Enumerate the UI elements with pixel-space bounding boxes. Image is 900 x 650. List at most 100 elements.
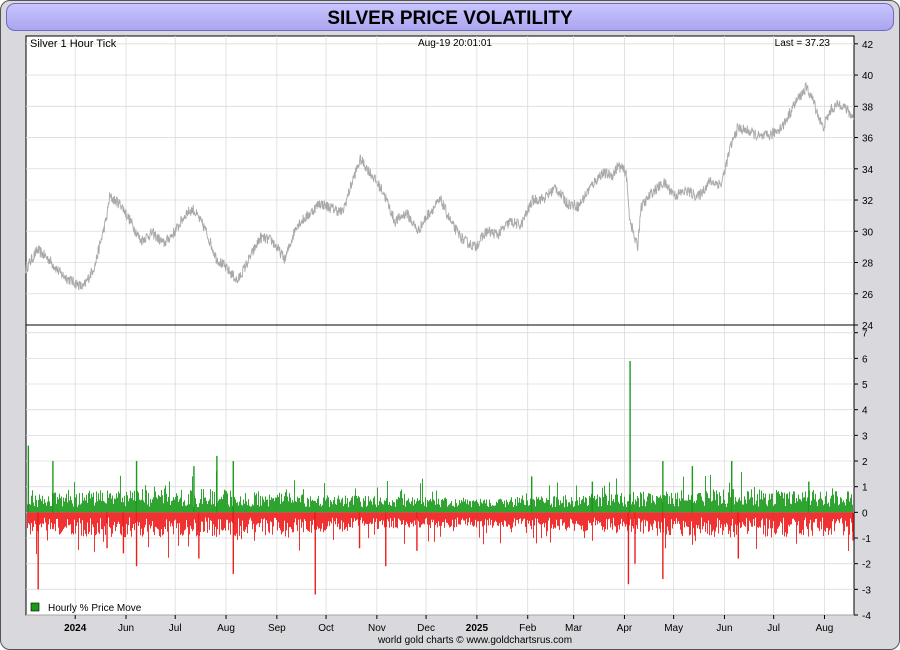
positive-move-bar <box>638 498 639 513</box>
positive-move-bar <box>141 499 142 513</box>
positive-move-bar <box>125 506 126 513</box>
positive-move-bar <box>43 503 44 513</box>
negative-move-bar <box>585 512 586 532</box>
negative-move-bar <box>527 512 528 520</box>
negative-move-bar <box>232 512 233 523</box>
negative-move-bar <box>687 512 688 527</box>
positive-move-bar <box>402 498 403 513</box>
positive-move-bar <box>79 493 80 513</box>
negative-move-bar <box>272 512 273 535</box>
negative-move-bar <box>340 512 341 529</box>
negative-move-bar <box>292 512 293 533</box>
positive-move-bar <box>453 505 454 513</box>
positive-move-bar <box>732 489 733 513</box>
negative-move-bar <box>77 512 78 523</box>
negative-move-bar <box>694 512 695 536</box>
positive-move-bar <box>315 501 316 513</box>
positive-move-bar <box>599 496 600 513</box>
negative-spike-bar <box>627 512 630 585</box>
positive-move-bar <box>617 494 618 513</box>
negative-move-bar <box>381 512 382 520</box>
volatility-tick-label: 2 <box>862 457 868 468</box>
positive-move-bar <box>287 496 288 513</box>
positive-move-bar <box>235 499 236 513</box>
negative-move-bar <box>131 512 132 537</box>
positive-move-bar <box>810 504 811 513</box>
negative-move-bar <box>432 512 433 523</box>
positive-move-bar <box>213 504 214 513</box>
positive-move-bar <box>821 498 822 513</box>
positive-move-bar <box>445 497 446 513</box>
positive-move-bar <box>646 501 647 513</box>
negative-move-bar <box>278 512 279 523</box>
positive-move-bar <box>704 505 705 513</box>
negative-move-bar <box>67 512 68 520</box>
negative-move-bar <box>472 512 473 526</box>
negative-move-bar <box>829 512 830 531</box>
positive-move-bar <box>700 492 701 513</box>
last-price-label: Last = 37.23 <box>775 38 831 49</box>
negative-move-bar <box>500 512 501 544</box>
negative-move-bar <box>837 512 838 520</box>
negative-move-bar <box>68 512 69 526</box>
negative-move-bar <box>187 512 188 528</box>
positive-move-bar <box>764 497 765 513</box>
negative-move-bar <box>570 512 571 519</box>
negative-move-bar <box>161 512 162 530</box>
negative-move-bar <box>179 512 180 524</box>
negative-move-bar <box>173 512 174 535</box>
positive-move-bar <box>97 501 98 513</box>
negative-move-bar <box>718 512 719 534</box>
positive-move-bar <box>103 500 104 513</box>
negative-move-bar <box>408 512 409 527</box>
negative-move-bar <box>595 512 596 526</box>
negative-move-bar <box>422 512 423 524</box>
negative-move-bar <box>849 512 850 535</box>
negative-move-bar <box>271 512 272 523</box>
negative-move-bar <box>311 512 312 533</box>
negative-move-bar <box>562 512 563 526</box>
negative-move-bar <box>480 512 481 522</box>
negative-move-bar <box>140 512 141 536</box>
positive-move-bar <box>766 504 767 513</box>
negative-move-bar <box>36 512 37 555</box>
positive-move-bar <box>426 506 427 513</box>
positive-move-bar <box>155 491 156 513</box>
positive-move-bar <box>825 496 826 513</box>
negative-move-bar <box>629 512 630 526</box>
positive-move-bar <box>336 504 337 513</box>
positive-move-bar <box>362 507 363 513</box>
negative-move-bar <box>765 512 766 537</box>
negative-move-bar <box>224 512 225 529</box>
positive-move-bar <box>247 505 248 513</box>
positive-move-bar <box>758 506 759 513</box>
negative-move-bar <box>125 512 126 538</box>
negative-move-bar <box>414 512 415 521</box>
negative-move-bar <box>60 512 61 534</box>
positive-move-bar <box>249 505 250 513</box>
negative-move-bar <box>307 512 308 531</box>
negative-move-bar <box>296 512 297 526</box>
negative-move-bar <box>124 512 125 538</box>
positive-move-bar <box>387 480 388 513</box>
negative-move-bar <box>62 512 63 531</box>
negative-move-bar <box>522 512 523 522</box>
positive-move-bar <box>331 501 332 513</box>
positive-move-bar <box>96 491 97 513</box>
negative-move-bar <box>433 512 434 520</box>
positive-move-bar <box>115 498 116 513</box>
positive-move-bar <box>712 500 713 513</box>
positive-move-bar <box>689 499 690 513</box>
negative-move-bar <box>758 512 759 528</box>
negative-move-bar <box>362 512 363 524</box>
negative-move-bar <box>354 512 355 519</box>
positive-move-bar <box>154 486 155 513</box>
positive-move-bar <box>46 505 47 513</box>
positive-move-bar <box>709 498 710 513</box>
negative-move-bar <box>254 512 255 541</box>
positive-move-bar <box>239 501 240 513</box>
positive-move-bar <box>525 505 526 513</box>
positive-move-bar <box>178 501 179 513</box>
positive-move-bar <box>778 491 779 513</box>
positive-move-bar <box>88 492 89 513</box>
